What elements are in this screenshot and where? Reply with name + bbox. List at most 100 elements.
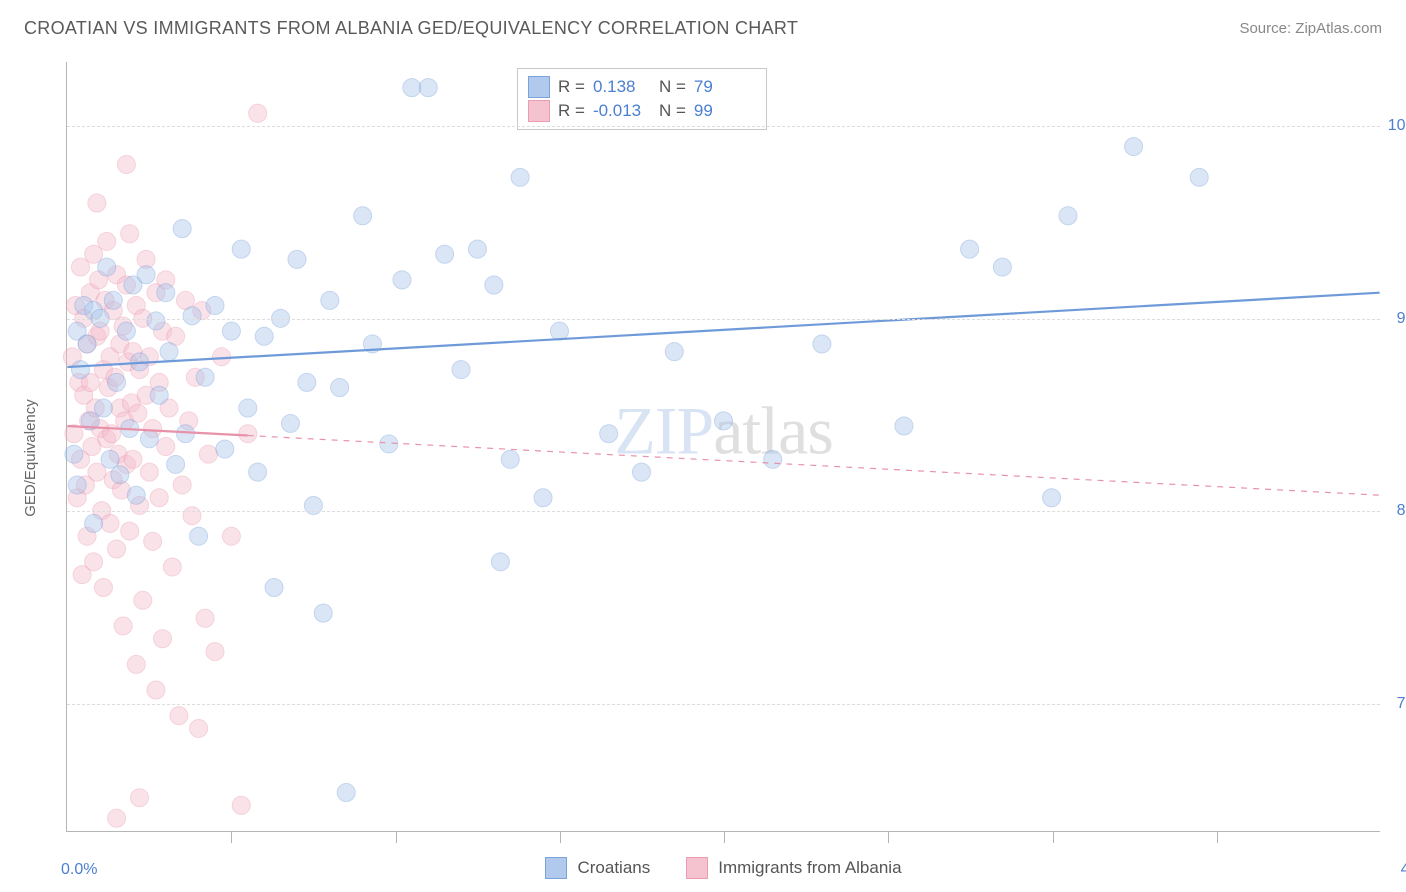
data-point: [127, 486, 145, 504]
data-point: [98, 258, 116, 276]
y-tick-label: 85.0%: [1382, 502, 1406, 520]
data-point: [78, 335, 96, 353]
r-label: R =: [558, 77, 585, 97]
data-point: [157, 284, 175, 302]
data-point: [436, 245, 454, 263]
data-point: [600, 425, 618, 443]
data-point: [167, 455, 185, 473]
data-point: [157, 438, 175, 456]
data-point: [314, 604, 332, 622]
data-point: [196, 609, 214, 627]
gridline-h: [67, 704, 1380, 705]
data-point: [288, 250, 306, 268]
r-value-0: 0.138: [593, 77, 651, 97]
x-tick: [1053, 831, 1054, 843]
data-point: [249, 463, 267, 481]
x-tick: [724, 831, 725, 843]
data-point: [1043, 489, 1061, 507]
bottom-legend-item-0: Croatians: [545, 857, 650, 879]
data-point: [108, 540, 126, 558]
y-tick-label: 77.5%: [1382, 695, 1406, 713]
r-label: R =: [558, 101, 585, 121]
correlation-legend: R = 0.138 N = 79 R = -0.013 N = 99: [517, 68, 767, 130]
x-tick: [231, 831, 232, 843]
data-point: [281, 414, 299, 432]
data-point: [321, 291, 339, 309]
data-point: [206, 643, 224, 661]
data-point: [176, 425, 194, 443]
data-point: [337, 784, 355, 802]
data-point: [85, 514, 103, 532]
data-point: [88, 194, 106, 212]
x-tick: [396, 831, 397, 843]
data-point: [255, 327, 273, 345]
data-point: [403, 79, 421, 97]
swatch-croatians: [528, 76, 550, 98]
r-value-1: -0.013: [593, 101, 651, 121]
data-point: [452, 361, 470, 379]
data-point: [98, 232, 116, 250]
gridline-h: [67, 511, 1380, 512]
data-point: [895, 417, 913, 435]
data-point: [354, 207, 372, 225]
gridline-h: [67, 319, 1380, 320]
data-point: [137, 266, 155, 284]
chart-container: GED/Equivalency ZIPatlas R = 0.138 N = 7…: [24, 58, 1384, 878]
data-point: [144, 532, 162, 550]
data-point: [183, 307, 201, 325]
x-max-label: 40.0%: [1401, 861, 1406, 879]
source-label: Source: ZipAtlas.com: [1239, 20, 1382, 37]
data-point: [190, 527, 208, 545]
data-point: [196, 368, 214, 386]
data-point: [331, 379, 349, 397]
data-point: [170, 707, 188, 725]
data-point: [147, 681, 165, 699]
data-point: [85, 553, 103, 571]
plot-area: ZIPatlas R = 0.138 N = 79 R = -0.013 N =…: [66, 62, 1380, 832]
data-point: [216, 440, 234, 458]
data-point: [419, 79, 437, 97]
data-point: [147, 312, 165, 330]
data-point: [534, 489, 552, 507]
x-tick: [1217, 831, 1218, 843]
data-point: [1125, 138, 1143, 156]
data-point: [239, 399, 257, 417]
data-point: [491, 553, 509, 571]
data-point: [117, 322, 135, 340]
data-point: [380, 435, 398, 453]
bottom-legend-item-1: Immigrants from Albania: [686, 857, 901, 879]
data-point: [715, 412, 733, 430]
data-point: [134, 591, 152, 609]
n-value-1: 99: [694, 101, 752, 121]
data-point: [511, 168, 529, 186]
data-point: [65, 445, 83, 463]
data-point: [468, 240, 486, 258]
data-point: [121, 522, 139, 540]
data-point: [108, 809, 126, 827]
data-point: [222, 322, 240, 340]
bottom-swatch-1: [686, 857, 708, 879]
data-point: [1059, 207, 1077, 225]
data-point: [150, 489, 168, 507]
data-point: [150, 386, 168, 404]
n-label: N =: [659, 101, 686, 121]
n-label: N =: [659, 77, 686, 97]
data-point: [632, 463, 650, 481]
data-point: [101, 514, 119, 532]
data-point: [961, 240, 979, 258]
y-axis-label: GED/Equivalency: [22, 399, 39, 517]
data-point: [124, 450, 142, 468]
legend-row-croatians: R = 0.138 N = 79: [528, 75, 752, 99]
data-point: [94, 578, 112, 596]
data-point: [665, 343, 683, 361]
data-point: [173, 220, 191, 238]
data-point: [764, 450, 782, 468]
data-point: [813, 335, 831, 353]
y-tick-label: 100.0%: [1382, 117, 1406, 135]
data-point: [111, 466, 129, 484]
data-point: [114, 617, 132, 635]
data-point: [393, 271, 411, 289]
legend-row-albania: R = -0.013 N = 99: [528, 99, 752, 123]
data-point: [501, 450, 519, 468]
data-point: [298, 373, 316, 391]
